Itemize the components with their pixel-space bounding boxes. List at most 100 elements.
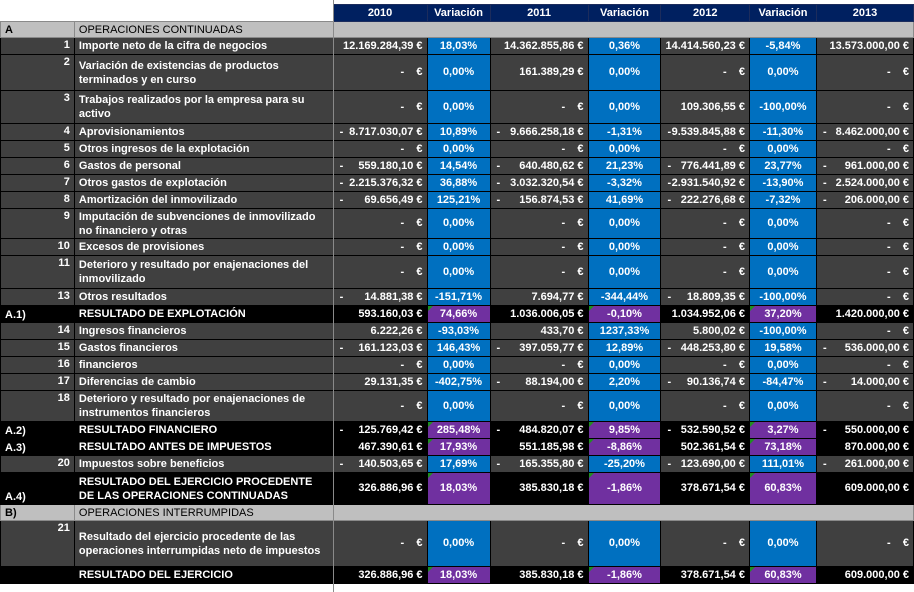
variation-cell[interactable]: 14,54% — [426, 157, 491, 175]
variation-cell[interactable]: 74,66% — [426, 305, 491, 323]
amount-cell-2013[interactable]: - € — [815, 322, 914, 340]
amount-cell-2013[interactable]: - € — [815, 238, 914, 256]
amount-cell-2012[interactable]: -532.590,52 € — [660, 421, 750, 439]
amount-cell-2011[interactable]: - € — [489, 140, 589, 158]
variation-cell[interactable]: 0,00% — [748, 390, 817, 422]
amount-cell-2012[interactable]: 14.414.560,23 € — [660, 37, 750, 55]
variation-cell[interactable]: 0,00% — [426, 356, 491, 374]
row-description-cell[interactable]: Deterioro y resultado por enajenaciones … — [73, 390, 334, 422]
row-code-cell[interactable]: 21 — [0, 520, 75, 567]
variation-cell[interactable]: 0,00% — [426, 520, 491, 567]
amount-cell-2010[interactable]: 593.160,03 € — [332, 305, 428, 323]
variation-cell[interactable]: 0,00% — [426, 208, 491, 239]
amount-cell-2010[interactable]: - € — [332, 238, 428, 256]
variation-cell[interactable]: 10,89% — [426, 123, 491, 141]
variation-cell[interactable]: -93,03% — [426, 322, 491, 340]
amount-cell-2011[interactable]: - € — [489, 208, 589, 239]
amount-cell-2011[interactable]: 551.185,98 € — [489, 438, 589, 456]
variation-cell[interactable]: 0,00% — [587, 140, 662, 158]
amount-cell-2010[interactable]: - 69.656,49 € — [332, 191, 428, 209]
variation-cell[interactable]: -100,00% — [748, 322, 817, 340]
variation-cell[interactable]: -1,31% — [587, 123, 662, 141]
variation-cell[interactable]: 18,03% — [426, 37, 491, 55]
amount-cell-2010[interactable]: - 140.503,65 € — [332, 455, 428, 473]
amount-cell-2010[interactable]: - 161.123,03 € — [332, 339, 428, 357]
row-code-cell[interactable]: 9 — [0, 208, 75, 239]
amount-cell-2013[interactable]: - 206.000,00 € — [815, 191, 914, 209]
variation-cell[interactable]: -151,71% — [426, 288, 491, 306]
variation-cell[interactable]: 0,00% — [426, 90, 491, 124]
amount-cell-2012[interactable]: -222.276,68 € — [660, 191, 750, 209]
amount-cell-2011[interactable]: - € — [489, 255, 589, 289]
variation-cell[interactable]: 0,00% — [748, 255, 817, 289]
amount-cell-2010[interactable]: -2.215.376,32 € — [332, 174, 428, 192]
variation-cell[interactable]: 0,00% — [426, 390, 491, 422]
amount-cell-2012[interactable]: 502.361,54 € — [660, 438, 750, 456]
amount-cell-2012[interactable]: - 90.136,74 € — [660, 373, 750, 391]
amount-cell-2011[interactable]: -3.032.320,54 € — [489, 174, 589, 192]
variation-cell[interactable]: 1237,33% — [587, 322, 662, 340]
row-description-cell[interactable]: Impuestos sobre beneficios — [73, 455, 334, 473]
variation-cell[interactable]: -25,20% — [587, 455, 662, 473]
row-description-cell[interactable]: Diferencias de cambio — [73, 373, 334, 391]
row-code-cell[interactable]: 14 — [0, 322, 75, 340]
amount-cell-2013[interactable]: 1.420.000,00 € — [815, 305, 914, 323]
amount-cell-2012[interactable]: - € — [660, 238, 750, 256]
amount-cell-2012[interactable]: 1.034.952,06 € — [660, 305, 750, 323]
row-description-cell[interactable]: Ingresos financieros — [73, 322, 334, 340]
amount-cell-2010[interactable]: 467.390,61 € — [332, 438, 428, 456]
amount-cell-2012[interactable]: - 18.809,35 € — [660, 288, 750, 306]
variation-cell[interactable]: 146,43% — [426, 339, 491, 357]
amount-cell-2011[interactable]: - € — [489, 390, 589, 422]
amount-cell-2011[interactable]: - 165.355,80 € — [489, 455, 589, 473]
amount-cell-2010[interactable]: 12.169.284,39 € — [332, 37, 428, 55]
variation-cell[interactable]: 0,00% — [587, 520, 662, 567]
variation-cell[interactable]: -7,32% — [748, 191, 817, 209]
amount-cell-2011[interactable]: 385.830,18 € — [489, 566, 589, 584]
amount-cell-2010[interactable]: - 559.180,10 € — [332, 157, 428, 175]
amount-cell-2011[interactable]: - 484.820,07 € — [489, 421, 589, 439]
row-code-cell[interactable]: A — [0, 21, 75, 38]
amount-cell-2013[interactable]: 13.573.000,00 € — [815, 37, 914, 55]
row-code-cell[interactable]: 5 — [0, 140, 75, 158]
row-description-cell[interactable]: Deterioro y resultado por enajenaciones … — [73, 255, 334, 289]
variation-cell[interactable]: 0,00% — [426, 54, 491, 91]
amount-cell-2013[interactable]: - 14.000,00 € — [815, 373, 914, 391]
row-code-cell[interactable]: 1 — [0, 37, 75, 55]
row-description-cell[interactable]: Resultado del ejercicio procedente de la… — [73, 520, 334, 567]
row-description-cell[interactable]: OPERACIONES INTERRUMPIDAS — [73, 504, 914, 521]
amount-cell-2010[interactable]: - € — [332, 255, 428, 289]
amount-cell-2011[interactable]: - 156.874,53 € — [489, 191, 589, 209]
amount-cell-2010[interactable]: 326.886,96 € — [332, 566, 428, 584]
amount-cell-2013[interactable]: 609.000,00 € — [815, 472, 914, 505]
amount-cell-2012[interactable]: -9.539.845,88 € — [660, 123, 750, 141]
column-header-variation[interactable]: Variación — [587, 4, 662, 22]
variation-cell[interactable]: 17,69% — [426, 455, 491, 473]
amount-cell-2011[interactable]: 7.694,77 € — [489, 288, 589, 306]
row-code-cell[interactable]: 6 — [0, 157, 75, 175]
amount-cell-2011[interactable]: - 397.059,77 € — [489, 339, 589, 357]
variation-cell[interactable]: 0,00% — [748, 520, 817, 567]
variation-cell[interactable]: 0,36% — [587, 37, 662, 55]
column-header-variation[interactable]: Variación — [426, 4, 491, 22]
amount-cell-2013[interactable]: - € — [815, 54, 914, 91]
column-header-2011[interactable]: 2011 — [489, 4, 589, 22]
variation-cell[interactable]: 2,20% — [587, 373, 662, 391]
row-code-cell[interactable]: 4 — [0, 123, 75, 141]
variation-cell[interactable]: 111,01% — [748, 455, 817, 473]
amount-cell-2013[interactable]: - € — [815, 140, 914, 158]
amount-cell-2013[interactable]: - € — [815, 520, 914, 567]
variation-cell[interactable]: 37,20% — [748, 305, 817, 323]
row-code-cell[interactable]: 17 — [0, 373, 75, 391]
variation-cell[interactable]: 21,23% — [587, 157, 662, 175]
row-code-cell[interactable]: A.4) — [0, 472, 75, 505]
variation-cell[interactable]: 9,85% — [587, 421, 662, 439]
amount-cell-2012[interactable]: -2.931.540,92 € — [660, 174, 750, 192]
row-code-cell[interactable]: 18 — [0, 390, 75, 422]
row-description-cell[interactable]: RESULTADO DE EXPLOTACIÓN — [73, 305, 334, 323]
amount-cell-2010[interactable]: - € — [332, 520, 428, 567]
variation-cell[interactable]: -1,86% — [587, 566, 662, 584]
variation-cell[interactable]: 0,00% — [587, 54, 662, 91]
amount-cell-2013[interactable]: - € — [815, 90, 914, 124]
row-code-cell[interactable]: 13 — [0, 288, 75, 306]
